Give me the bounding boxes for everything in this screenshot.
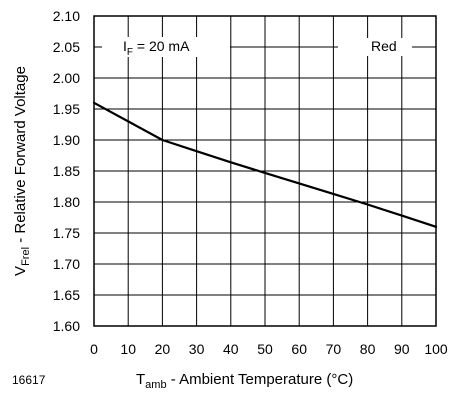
series-line-0 [92, 101, 438, 228]
x-tick-label-1: 10 [120, 341, 136, 357]
condition-label-rest: = 20 mA [133, 38, 190, 54]
figure-number: 16617 [12, 373, 46, 387]
y-tick-label-10: 2.10 [53, 8, 80, 24]
x-tick-label-8: 80 [360, 341, 376, 357]
x-axis-title: Tamb - Ambient Temperature (°C) [136, 371, 353, 391]
x-tick-label-5: 50 [257, 341, 273, 357]
x-tick-label-4: 40 [223, 341, 239, 357]
x-axis-title-main: T [136, 371, 145, 388]
y-axis-title-sub: Frel [20, 247, 32, 266]
y-tick-label-9: 2.05 [53, 39, 80, 55]
y-tick-label-5: 1.85 [53, 163, 80, 179]
y-tick-label-2: 1.70 [53, 256, 80, 272]
y-axis-title: VFrel - Relative Forward Voltage [12, 66, 32, 276]
x-tick-label-7: 70 [326, 341, 342, 357]
condition-label: IF = 20 mA [123, 38, 190, 58]
y-tick-labels: 1.60 1.65 1.70 1.75 1.80 1.85 1.90 1.95 2.00 2.05… [53, 8, 80, 334]
condition-label-sub: F [127, 47, 133, 58]
x-tick-labels: 0 10 20 30 40 50 60 70 80 90 100 [90, 341, 448, 357]
x-axis-title-sub: amb [145, 379, 166, 391]
y-tick-label-3: 1.75 [53, 225, 80, 241]
y-tick-label-7: 1.95 [53, 101, 80, 117]
y-tick-label-4: 1.80 [53, 194, 80, 210]
y-tick-label-1: 1.65 [53, 287, 80, 303]
y-axis-title-rest: - Relative Forward Voltage [12, 66, 29, 247]
x-tick-label-10: 100 [424, 341, 448, 357]
series-lines [92, 101, 438, 228]
y-tick-label-0: 1.60 [53, 318, 80, 334]
y-tick-label-6: 1.90 [53, 132, 80, 148]
condition-label-background [102, 37, 230, 57]
y-axis-title-main: V [12, 266, 29, 276]
series-label: Red [371, 38, 397, 54]
series-label-background [338, 38, 412, 56]
x-axis-title-rest: - Ambient Temperature (°C) [167, 371, 354, 388]
y-tick-label-8: 2.00 [53, 70, 80, 86]
plot-area [93, 15, 437, 327]
x-tick-label-0: 0 [90, 341, 98, 357]
x-tick-label-6: 60 [291, 341, 307, 357]
condition-label-main: I [123, 38, 127, 54]
x-tick-label-2: 20 [155, 341, 171, 357]
x-tick-label-9: 90 [394, 341, 410, 357]
x-tick-label-3: 30 [189, 341, 205, 357]
